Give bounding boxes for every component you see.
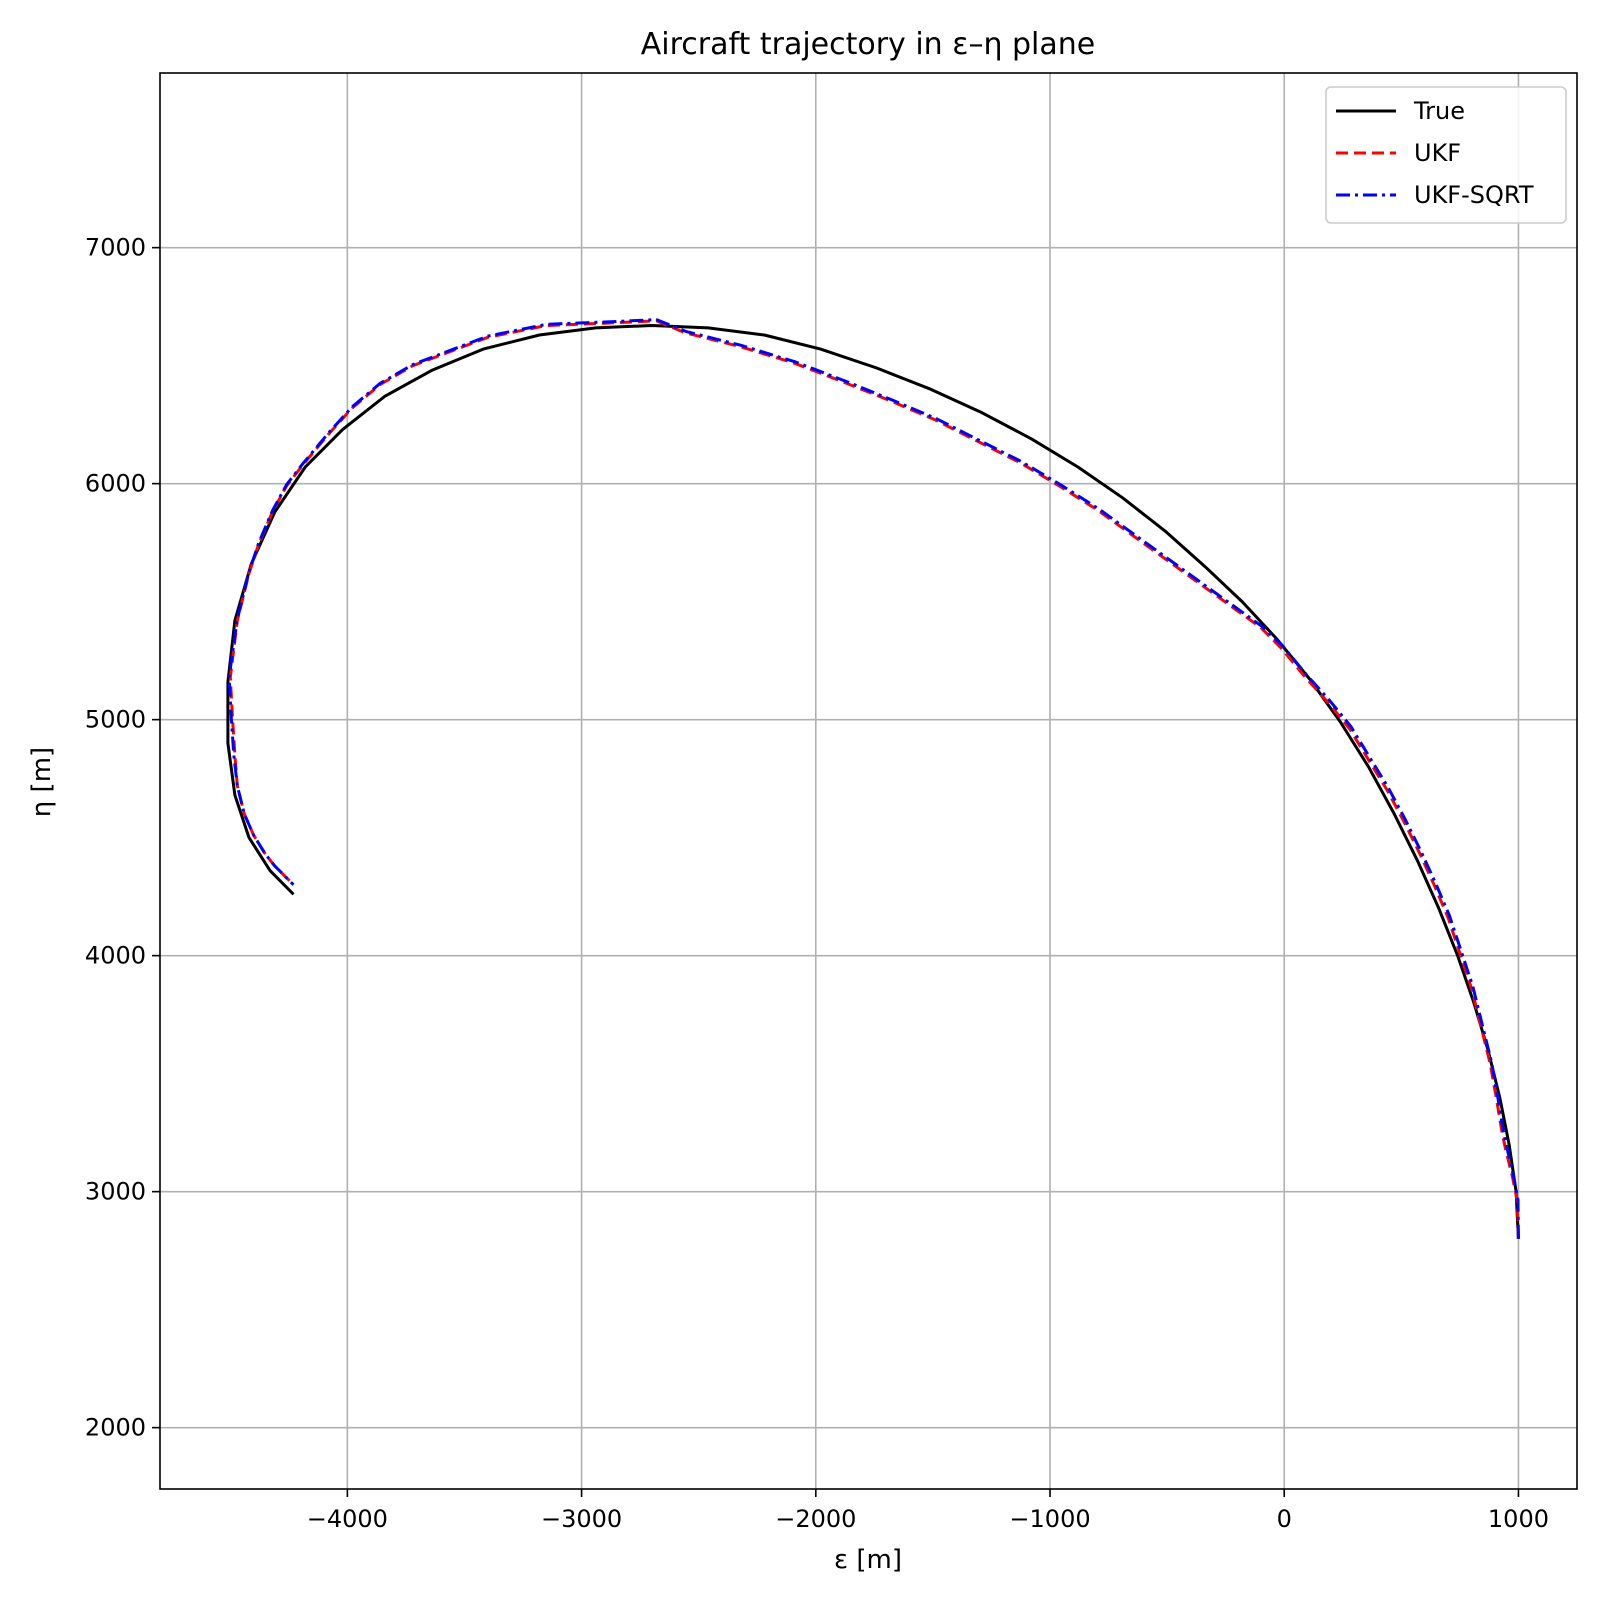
chart-title: Aircraft trajectory in ε–η plane — [641, 27, 1095, 62]
y-tick-label: 4000 — [85, 942, 146, 970]
x-tick-label: −2000 — [775, 1505, 856, 1533]
x-tick-label: −3000 — [541, 1505, 622, 1533]
plot-frame — [159, 72, 1578, 1490]
series-line-ukf-sqrt — [227, 318, 1520, 1239]
x-tick-label: 0 — [1277, 1505, 1292, 1533]
axis-ticks: −4000 −3000 −2000 −1000 0 1000 2000 3000 4000 500… — [85, 234, 1549, 1533]
x-tick-label: −4000 — [307, 1505, 388, 1533]
series-group — [226, 318, 1520, 1239]
y-tick-label: 3000 — [85, 1178, 146, 1206]
x-tick-label: −1000 — [1009, 1505, 1090, 1533]
x-axis-label: ε [m] — [834, 1545, 902, 1575]
y-axis-label: η [m] — [27, 747, 57, 817]
legend-label: True — [1413, 97, 1465, 125]
x-tick-label: 1000 — [1488, 1505, 1549, 1533]
legend-box — [1325, 86, 1567, 224]
legend: True UKF UKF-SQRT — [1325, 86, 1567, 224]
legend-label: UKF-SQRT — [1414, 181, 1534, 209]
grid — [160, 73, 1577, 1489]
legend-label: UKF — [1414, 139, 1461, 167]
y-tick-label: 6000 — [85, 470, 146, 498]
y-tick-label: 2000 — [85, 1414, 146, 1442]
y-tick-label: 7000 — [85, 234, 146, 262]
y-tick-label: 5000 — [85, 706, 146, 734]
